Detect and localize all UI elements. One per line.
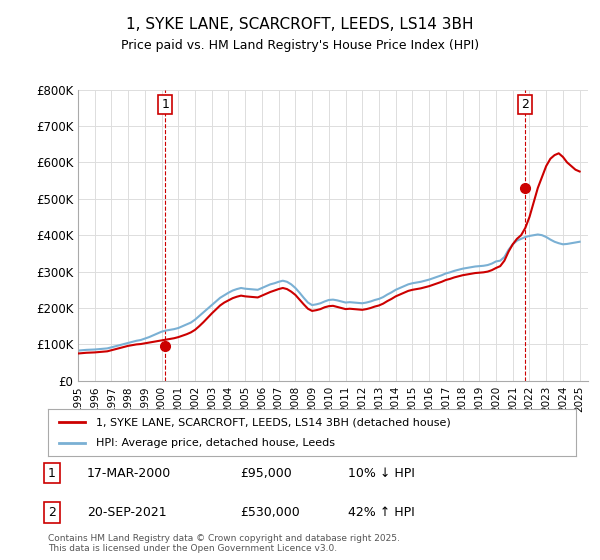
Text: 1, SYKE LANE, SCARCROFT, LEEDS, LS14 3BH (detached house): 1, SYKE LANE, SCARCROFT, LEEDS, LS14 3BH… <box>95 417 450 427</box>
Text: £530,000: £530,000 <box>240 506 300 519</box>
Text: Contains HM Land Registry data © Crown copyright and database right 2025.
This d: Contains HM Land Registry data © Crown c… <box>48 534 400 553</box>
Text: 17-MAR-2000: 17-MAR-2000 <box>87 466 171 480</box>
Text: £95,000: £95,000 <box>240 466 292 480</box>
Text: 1: 1 <box>161 97 169 111</box>
Text: 10% ↓ HPI: 10% ↓ HPI <box>348 466 415 480</box>
Text: 2: 2 <box>48 506 56 519</box>
Text: 1, SYKE LANE, SCARCROFT, LEEDS, LS14 3BH: 1, SYKE LANE, SCARCROFT, LEEDS, LS14 3BH <box>126 17 474 32</box>
Text: 2: 2 <box>521 97 529 111</box>
Text: Price paid vs. HM Land Registry's House Price Index (HPI): Price paid vs. HM Land Registry's House … <box>121 39 479 52</box>
Text: 42% ↑ HPI: 42% ↑ HPI <box>348 506 415 519</box>
Text: 1: 1 <box>48 466 56 480</box>
Text: HPI: Average price, detached house, Leeds: HPI: Average price, detached house, Leed… <box>95 438 335 448</box>
Text: 20-SEP-2021: 20-SEP-2021 <box>87 506 167 519</box>
